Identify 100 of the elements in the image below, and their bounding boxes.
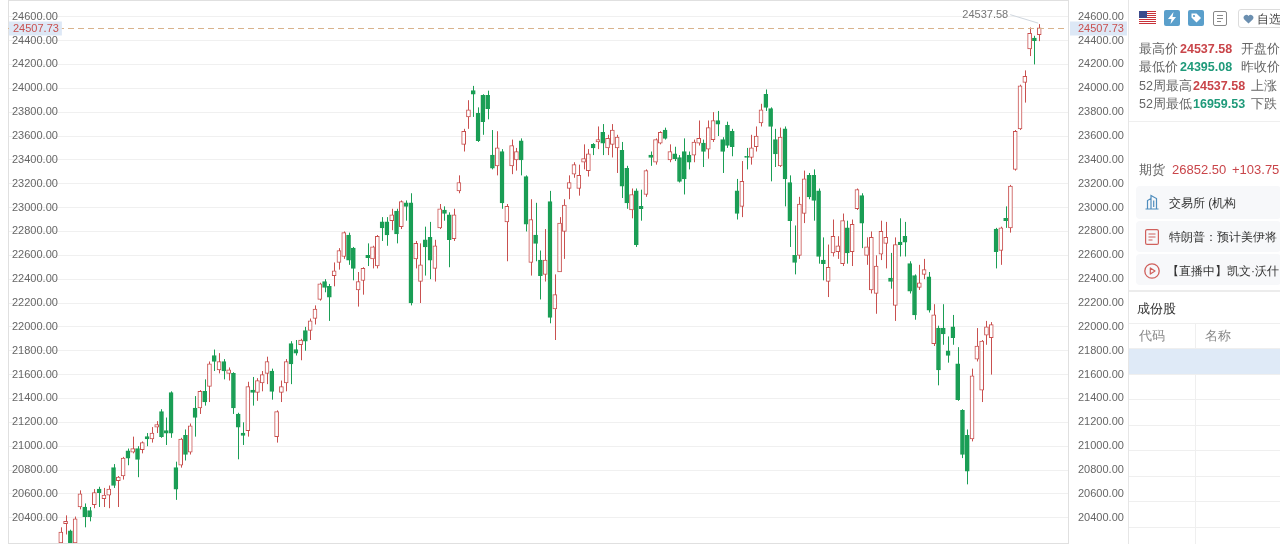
candlestick (250, 376, 255, 407)
candlestick (705, 119, 711, 160)
text: 下跌 (1251, 96, 1277, 111)
text: 昨收价 (1241, 59, 1280, 74)
candlestick (398, 199, 404, 230)
candlestick (389, 208, 395, 231)
text: 【直播中】凯文·沃什 (1167, 264, 1279, 278)
candlestick (581, 143, 586, 170)
candlestick (701, 139, 706, 168)
candlestick (768, 106, 773, 182)
candlestick (365, 242, 371, 267)
candlestick (566, 174, 572, 200)
y-tick-label: 24000.00 (12, 81, 58, 94)
candlestick (351, 246, 356, 281)
candlestick (235, 412, 241, 460)
annotation: 24537.58 (962, 7, 1009, 20)
y2-tick-label: 22000.00 (1078, 319, 1124, 332)
y-tick-label: 22400.00 (12, 272, 58, 285)
text: 16959.53 (1193, 96, 1246, 111)
candlestick (106, 485, 112, 509)
candlestick (576, 164, 582, 197)
candlestick (514, 147, 519, 172)
y2-tick-label: 21400.00 (1078, 391, 1124, 404)
text: 26852.50 (1172, 161, 1227, 177)
candlestick (211, 349, 217, 372)
candlestick (422, 226, 428, 277)
text: 24537.58 (1180, 41, 1233, 56)
y-tick-label: 21000.00 (12, 439, 58, 452)
candlestick (461, 128, 466, 153)
text: 交易所 (机构 (1169, 196, 1237, 210)
y-tick-label: 20400.00 (12, 510, 58, 523)
text: 特朗普：预计美伊将 (1169, 230, 1277, 244)
y2-tick-label: 22800.00 (1078, 224, 1124, 237)
y-tick-label: 23400.00 (12, 152, 58, 165)
y2-tick-label: 20600.00 (1078, 486, 1124, 499)
candlestick (303, 326, 308, 352)
text: 24395.08 (1180, 59, 1233, 74)
text: 52周最高 (1139, 78, 1192, 93)
candlestick (504, 203, 510, 262)
candlestick (720, 136, 725, 174)
candlestick (773, 128, 778, 168)
y-tick-label: 21200.00 (12, 415, 58, 428)
candlestick (821, 236, 826, 281)
candlestick (725, 121, 730, 149)
text: 24537.58 (1193, 78, 1246, 93)
y2-tick-label: 20800.00 (1078, 463, 1124, 476)
candlestick (533, 202, 538, 262)
y2-tick-label: 23000.00 (1078, 200, 1124, 213)
candlestick (552, 273, 558, 341)
candlestick (274, 409, 279, 444)
y-tick-label: 23200.00 (12, 176, 58, 189)
y2-tick-label: 22600.00 (1078, 248, 1124, 261)
y-tick-label: 23800.00 (12, 105, 58, 118)
y-tick-label: 21400.00 (12, 391, 58, 404)
text: 期货 (1139, 161, 1165, 177)
candlestick (346, 232, 351, 266)
candlestick (763, 88, 769, 112)
text: 成份股 (1137, 300, 1176, 316)
y-tick-label: 22000.00 (12, 319, 58, 332)
candlestick (600, 123, 606, 156)
candlestick (413, 240, 419, 269)
y2-tick-label: 24600.00 (1078, 9, 1124, 22)
candlestick (610, 123, 615, 158)
candlestick (1022, 69, 1028, 104)
y-tick-label: 20800.00 (12, 463, 58, 476)
y2-tick-label: 23400.00 (1078, 152, 1124, 165)
candlestick (605, 134, 610, 156)
candlestick (677, 154, 682, 184)
text: +103.75 (1232, 161, 1280, 177)
y2-tick-label: 21600.00 (1078, 367, 1124, 380)
candlestick (825, 244, 831, 298)
y2-tick-label: 24000.00 (1078, 81, 1124, 94)
candlestick (111, 463, 116, 489)
y-tick-label: 22800.00 (12, 224, 58, 237)
candlestick (984, 320, 989, 346)
candlestick (1027, 26, 1032, 57)
y-tick-label: 24400.00 (12, 33, 58, 46)
candlestick (883, 221, 889, 269)
candlestick (446, 211, 452, 268)
candlestick (207, 360, 212, 403)
candlestick (518, 137, 524, 176)
y-tick-label: 22600.00 (12, 248, 58, 261)
y-tick-label: 21800.00 (12, 343, 58, 356)
y2-tick-label: 20400.00 (1078, 510, 1124, 523)
y2-tick-label: 21000.00 (1078, 439, 1124, 452)
candlestick (729, 128, 735, 157)
candlestick (283, 358, 289, 392)
candlestick (988, 321, 994, 376)
y2-tick-label: 22400.00 (1078, 272, 1124, 285)
candlestick (1032, 35, 1037, 65)
candlestick (490, 129, 495, 170)
y2-tick-label: 21800.00 (1078, 343, 1124, 356)
candlestick (753, 125, 759, 153)
y-tick-label: 24200.00 (12, 57, 58, 70)
text: 最低价 (1139, 59, 1178, 74)
candlestick (183, 428, 188, 461)
candlestick (259, 370, 265, 392)
candlestick (135, 445, 140, 478)
candlestick (845, 220, 850, 265)
y2-tick-label: 23600.00 (1078, 129, 1124, 142)
